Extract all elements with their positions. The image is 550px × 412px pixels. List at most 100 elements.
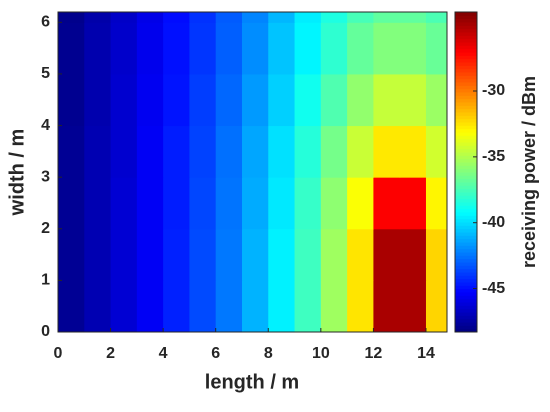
colorbar-swatch — [455, 228, 477, 233]
colorbar-swatch — [455, 245, 477, 250]
colorbar-swatch — [455, 288, 477, 293]
heat-cell — [294, 280, 322, 333]
heat-cell — [399, 73, 427, 127]
colorbar-frame — [454, 11, 478, 333]
colorbar-swatch — [455, 135, 477, 140]
x-tick-label: 8 — [264, 345, 273, 362]
heat-cell — [399, 22, 427, 75]
heat-cell — [241, 125, 269, 178]
heat-cell — [84, 22, 112, 75]
heat-cell — [163, 177, 190, 230]
colorbar-swatch — [455, 305, 477, 310]
heat-cell — [399, 228, 427, 281]
colorbar-swatch — [455, 88, 477, 93]
colorbar-swatch — [455, 142, 477, 146]
heat-cell — [373, 73, 401, 127]
heat-cell — [58, 177, 85, 230]
colorbar-swatch — [455, 272, 477, 276]
heat-cell — [136, 125, 164, 178]
colorbar-swatch — [455, 208, 477, 213]
heat-cell — [320, 228, 348, 281]
colorbar-swatch — [455, 18, 477, 23]
heat-cell — [373, 177, 401, 230]
heat-cell — [241, 22, 269, 75]
colorbar-swatch — [455, 55, 477, 60]
heat-cell — [347, 177, 374, 230]
colorbar-swatch — [455, 155, 477, 160]
colorbar-swatch — [455, 95, 477, 100]
heat-cell — [163, 12, 190, 23]
heat-cell — [136, 177, 164, 230]
colorbar-swatch — [455, 175, 477, 180]
x-tick-label: 0 — [54, 345, 63, 362]
heat-cell — [268, 12, 296, 23]
colorbar-swatch — [455, 162, 477, 166]
colorbar-swatch — [455, 145, 477, 150]
heat-cell — [268, 280, 296, 333]
heat-cell — [373, 228, 401, 281]
heat-cell — [58, 125, 85, 178]
colorbar-swatch — [455, 152, 477, 156]
colorbar-swatch — [455, 32, 477, 36]
colorbar-swatch — [455, 265, 477, 270]
colorbar-swatch — [455, 148, 477, 153]
colorbar-swatch — [455, 262, 477, 266]
colorbar-swatch — [455, 42, 477, 46]
y-tick-label: 4 — [41, 117, 50, 134]
heat-cell — [189, 73, 217, 127]
heat-cell — [84, 280, 112, 333]
colorbar-swatch — [455, 268, 477, 273]
heat-cell — [347, 228, 374, 281]
heat-cell — [425, 177, 448, 230]
heat-cell — [163, 228, 190, 281]
colorbar-swatch — [455, 178, 477, 183]
y-tick-label: 0 — [41, 323, 50, 340]
heat-cell — [425, 22, 448, 75]
heat-cell — [425, 228, 448, 281]
colorbar-swatch — [455, 62, 477, 66]
heat-cell — [425, 12, 448, 23]
x-tick-label: 6 — [211, 345, 220, 362]
heat-cell — [320, 280, 348, 333]
colorbar-tick-label: -30 — [482, 82, 505, 99]
colorbar-label: receiving power / dBm — [519, 76, 539, 268]
heat-cell — [136, 12, 164, 23]
heat-cell — [84, 73, 112, 127]
colorbar-swatch — [455, 128, 477, 133]
heat-cell — [320, 125, 348, 178]
heat-cell — [163, 73, 190, 127]
heat-cell — [320, 73, 348, 127]
colorbar-swatch — [455, 258, 477, 263]
colorbar-swatch — [455, 318, 477, 323]
colorbar-swatch — [455, 172, 477, 176]
heat-cell — [425, 73, 448, 127]
colorbar-swatch — [455, 328, 477, 333]
y-tick-label: 1 — [41, 272, 50, 289]
heat-cell — [110, 22, 138, 75]
heat-cell — [163, 22, 190, 75]
heat-cell — [373, 22, 401, 75]
colorbar-swatch — [455, 325, 477, 330]
colorbar-swatch — [455, 165, 477, 170]
colorbar-swatch — [455, 195, 477, 200]
heat-cell — [241, 228, 269, 281]
heat-cell — [189, 177, 217, 230]
heat-cell — [163, 125, 190, 178]
x-tick-label: 4 — [159, 345, 168, 362]
colorbar-swatch — [455, 295, 477, 300]
colorbar-swatch — [455, 182, 477, 186]
colorbar-swatch — [455, 68, 477, 73]
y-tick-label: 5 — [41, 65, 50, 82]
heat-cell — [373, 12, 401, 23]
x-tick-label: 12 — [365, 345, 383, 362]
colorbar-swatch — [455, 118, 477, 123]
x-tick-label: 2 — [106, 345, 115, 362]
heat-cell — [163, 280, 190, 333]
colorbar-swatch — [455, 38, 477, 43]
heat-cell — [268, 177, 296, 230]
heat-cell — [84, 177, 112, 230]
colorbar-swatch — [455, 188, 477, 193]
colorbar-swatch — [455, 192, 477, 196]
colorbar-swatch — [455, 252, 477, 256]
heat-cell — [110, 280, 138, 333]
